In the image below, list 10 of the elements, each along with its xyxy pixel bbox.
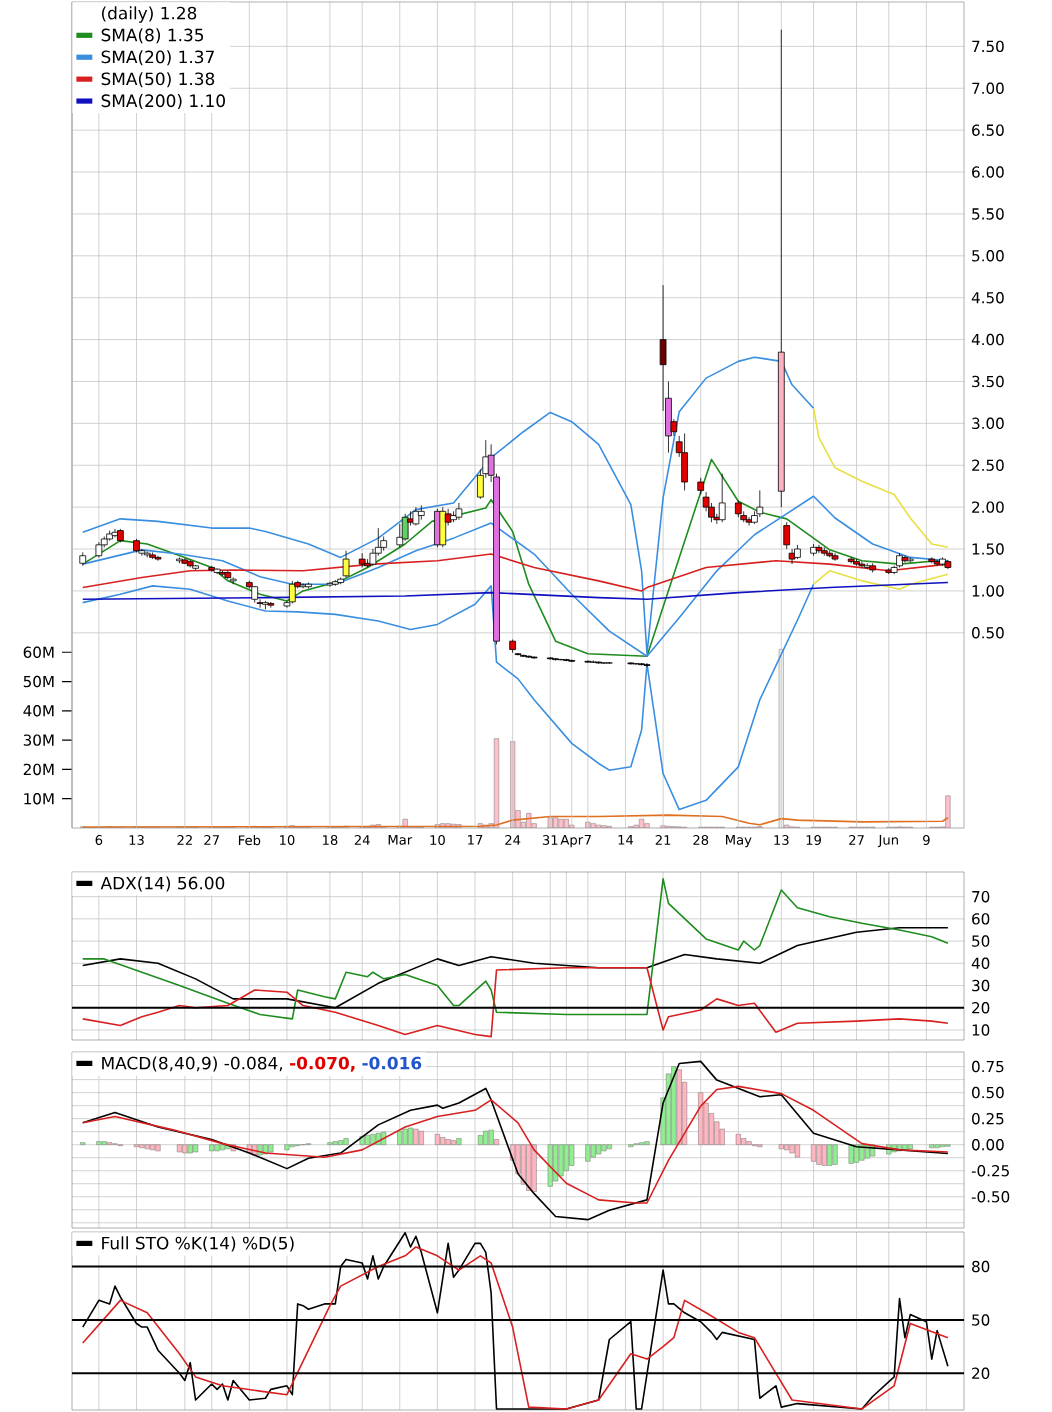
annotation: -0.070, bbox=[290, 1056, 355, 1072]
chart-title: (daily) 1.28 bbox=[102, 6, 197, 23]
legend-label: Full STO %K(14) %D(5) bbox=[102, 1236, 294, 1252]
annotation: -0.016 bbox=[362, 1056, 422, 1070]
legend-label: ADX(14) 56.00 bbox=[100, 876, 225, 892]
legend-label: SMA(20) 1.37 bbox=[101, 50, 214, 66]
legend-label: MACD(8,40,9) -0.084, bbox=[102, 1056, 283, 1072]
legend-label: SMA(8) 1.35 bbox=[101, 28, 204, 44]
legend-label: SMA(200) 1.10 bbox=[101, 94, 225, 110]
legend-label: SMA(50) 1.38 bbox=[101, 72, 215, 88]
